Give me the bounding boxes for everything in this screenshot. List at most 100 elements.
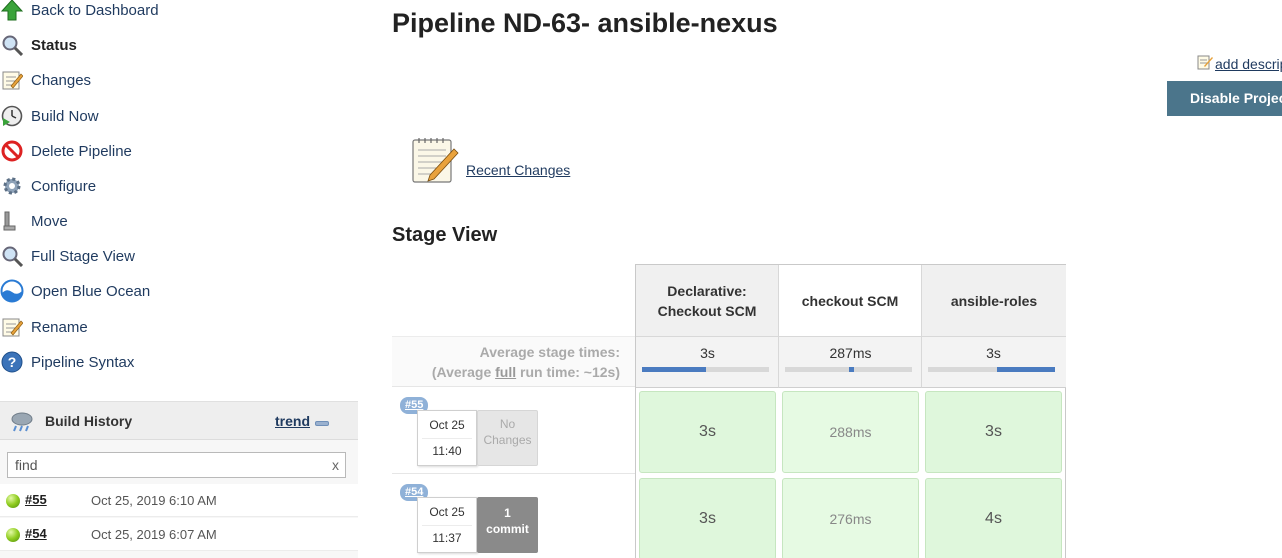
notepad-icon [1197, 54, 1213, 74]
task-label: Build Now [31, 107, 99, 125]
cloud-rain-icon [10, 411, 34, 437]
run-date-box: Oct 25 11:37 [417, 497, 477, 553]
avg-prefix: (Average [431, 364, 496, 380]
stage-header: checkout SCM [779, 265, 922, 336]
task-changes[interactable]: Changes [0, 67, 91, 93]
stage-average: 3s [636, 336, 779, 388]
full-link[interactable]: full [495, 364, 517, 380]
task-move[interactable]: Move [0, 208, 68, 234]
task-label: Configure [31, 177, 97, 195]
add-description-link[interactable]: add description [1197, 54, 1282, 74]
task-back-to-dashboard[interactable]: Back to Dashboard [0, 0, 159, 23]
stage-average: 3s [922, 336, 1066, 388]
build-history-header: Build History trend [0, 402, 358, 440]
task-label: Status [31, 36, 77, 54]
stage-cell[interactable]: 4s [925, 478, 1062, 558]
stage-average: 287ms [779, 336, 922, 388]
task-rename[interactable]: Rename [0, 314, 88, 340]
stage-average-bar [996, 367, 1055, 372]
side-panel: Back to Dashboard Status Changes Build N… [0, 0, 360, 558]
task-delete-pipeline[interactable]: Delete Pipeline [0, 138, 132, 164]
stage-cell[interactable]: 3s [925, 391, 1062, 473]
page-title: Pipeline ND-63- ansible-nexus [392, 8, 778, 38]
task-label: Delete Pipeline [31, 142, 132, 160]
task-pipeline-syntax[interactable]: ? Pipeline Syntax [0, 349, 134, 375]
stage-average-bar [848, 367, 854, 372]
changes-line1: 1 [504, 506, 511, 520]
stage-view-title: Stage View [392, 224, 498, 246]
run-changes-box[interactable]: No Changes [477, 410, 538, 466]
run-time: 11:37 [432, 531, 462, 545]
avg-stage-times-text: Average stage times: [479, 344, 620, 360]
build-search-input[interactable] [8, 453, 308, 477]
stage-view-grid: Declarative: Checkout SCM checkout SCM a… [635, 264, 1066, 558]
magnifier-icon [0, 244, 24, 268]
run-row-55: #55 Oct 25 11:40 No Changes [392, 386, 635, 473]
build-row: #54 Oct 25, 2019 6:07 AM [0, 518, 358, 551]
no-entry-icon [0, 139, 24, 163]
recent-changes-link[interactable]: Recent Changes [410, 135, 570, 189]
build-history-panel: Build History trend x #55 Oct 25, 2019 6… [0, 401, 358, 558]
build-number-link[interactable]: #54 [25, 526, 47, 541]
stage-cell[interactable]: 3s [639, 478, 776, 558]
wrench-icon [0, 209, 24, 233]
trend-link[interactable]: trend [275, 413, 310, 429]
build-date-link[interactable]: Oct 25, 2019 6:10 AM [91, 493, 217, 508]
add-description-label: add description [1215, 56, 1282, 72]
run-badge[interactable]: #54 [400, 484, 429, 501]
task-label: Open Blue Ocean [31, 282, 151, 300]
svg-text:?: ? [8, 354, 17, 370]
build-history-title: Build History [45, 413, 133, 429]
avg-full-run-text: (Average full run time: ~12s) [432, 364, 620, 380]
avg-suffix: run time: ~12s) [516, 364, 620, 380]
run-changes-box[interactable]: 1 commit [477, 497, 538, 553]
stage-average-track [928, 367, 1055, 372]
changes-line2: commit [486, 522, 529, 536]
task-full-stage-view[interactable]: Full Stage View [0, 243, 135, 269]
clock-play-icon [0, 104, 24, 128]
build-date-link[interactable]: Oct 25, 2019 6:07 AM [91, 527, 217, 542]
blue-ocean-icon [0, 279, 24, 303]
divider [422, 438, 472, 439]
run-time: 11:40 [432, 444, 462, 458]
stage-average-track [642, 367, 769, 372]
run-date: Oct 25 [429, 505, 465, 519]
task-status[interactable]: Status [0, 32, 77, 58]
collapse-icon[interactable] [315, 421, 329, 426]
stage-cell[interactable]: 288ms [782, 391, 919, 473]
build-search-box: x [7, 452, 346, 478]
notepad-icon [0, 68, 24, 92]
clear-search-button[interactable]: x [332, 457, 339, 473]
stage-view-row-labels: Average stage times: (Average full run t… [392, 264, 635, 558]
stage-average-bar [642, 367, 706, 372]
disable-project-button[interactable]: Disable Project [1167, 81, 1282, 116]
build-row: #55 Oct 25, 2019 6:10 AM [0, 484, 358, 517]
run-row-54: #54 Oct 25 11:37 1 commit [392, 473, 635, 558]
divider [422, 525, 472, 526]
task-configure[interactable]: Configure [0, 173, 96, 199]
task-label: Full Stage View [31, 247, 135, 265]
stage-header: ansible-roles [922, 265, 1066, 336]
recent-changes-label: Recent Changes [466, 162, 571, 178]
success-ball-icon [6, 528, 20, 542]
success-ball-icon [6, 494, 20, 508]
stage-average-time: 287ms [829, 345, 872, 361]
run-date-box: Oct 25 11:40 [417, 410, 477, 466]
notepad-large-icon [410, 135, 460, 189]
help-icon: ? [0, 350, 24, 374]
task-open-blue-ocean[interactable]: Open Blue Ocean [0, 278, 150, 304]
task-label: Rename [31, 318, 88, 336]
task-build-now[interactable]: Build Now [0, 103, 99, 129]
stage-average-time: 3s [986, 345, 1001, 361]
stage-cell[interactable]: 3s [639, 391, 776, 473]
up-arrow-icon [0, 0, 24, 22]
average-stage-times-label: Average stage times: (Average full run t… [392, 336, 635, 386]
stage-header: Declarative: Checkout SCM [636, 265, 779, 336]
build-number-link[interactable]: #55 [25, 492, 47, 507]
magnifier-icon [0, 33, 24, 57]
changes-line2: Changes [483, 433, 532, 447]
changes-line1: No [499, 417, 516, 431]
stage-average-track [785, 367, 912, 372]
stage-cell[interactable]: 276ms [782, 478, 919, 558]
run-badge[interactable]: #55 [400, 397, 429, 414]
